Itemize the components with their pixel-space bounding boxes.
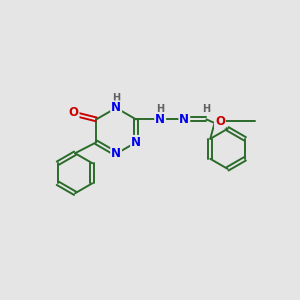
Text: N: N: [111, 101, 121, 114]
Text: O: O: [215, 115, 225, 128]
Text: N: N: [111, 147, 121, 160]
Text: H: H: [112, 93, 120, 103]
Text: O: O: [69, 106, 79, 119]
Text: N: N: [179, 113, 189, 126]
Text: N: N: [155, 113, 165, 126]
Text: H: H: [202, 104, 211, 114]
Text: H: H: [156, 104, 164, 114]
Text: N: N: [131, 136, 141, 149]
